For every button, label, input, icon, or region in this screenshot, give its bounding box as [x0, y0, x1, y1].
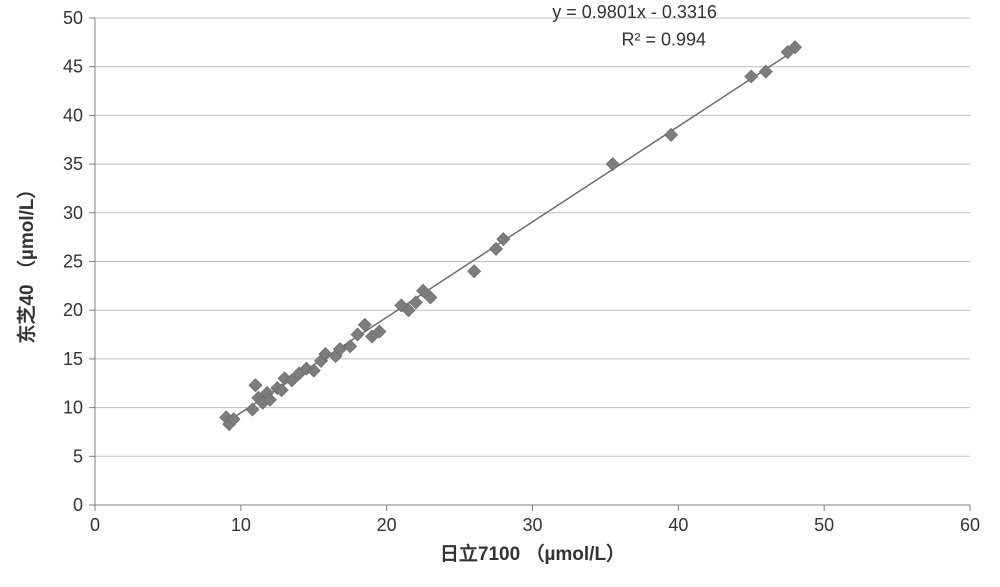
y-tick-label: 10	[63, 398, 83, 418]
data-point	[490, 242, 503, 255]
x-axis-label: 日立7100 （µmol/L）	[440, 542, 625, 565]
data-point	[246, 403, 259, 416]
y-tick-label: 45	[63, 57, 83, 77]
x-tick-label: 0	[90, 515, 100, 535]
data-point	[468, 265, 481, 278]
data-point	[344, 340, 357, 353]
y-tick-label: 50	[63, 8, 83, 28]
y-tick-label: 20	[63, 300, 83, 320]
y-tick-label: 0	[73, 495, 83, 515]
y-tick-label: 5	[73, 446, 83, 466]
x-tick-label: 50	[814, 515, 834, 535]
x-tick-label: 10	[231, 515, 251, 535]
y-tick-label: 35	[63, 154, 83, 174]
data-point	[606, 158, 619, 171]
x-tick-label: 30	[522, 515, 542, 535]
data-point	[249, 379, 262, 392]
y-tick-label: 15	[63, 349, 83, 369]
y-tick-label: 40	[63, 105, 83, 125]
y-tick-label: 30	[63, 203, 83, 223]
x-tick-label: 60	[960, 515, 980, 535]
x-tick-label: 20	[377, 515, 397, 535]
regression-equation: y = 0.9801x - 0.3316	[552, 2, 717, 22]
y-axis-label: 东芝40 （µmol/L）	[15, 179, 38, 343]
scatter-chart: 0 5 10 15 20 25 30 35 40 45 50 0 10 20 30 40 50 60 y = 0.9…	[0, 0, 1000, 587]
y-tick-label: 25	[63, 252, 83, 272]
x-tick-label: 40	[668, 515, 688, 535]
r-squared: R² = 0.994	[621, 29, 706, 49]
data-point	[665, 128, 678, 141]
